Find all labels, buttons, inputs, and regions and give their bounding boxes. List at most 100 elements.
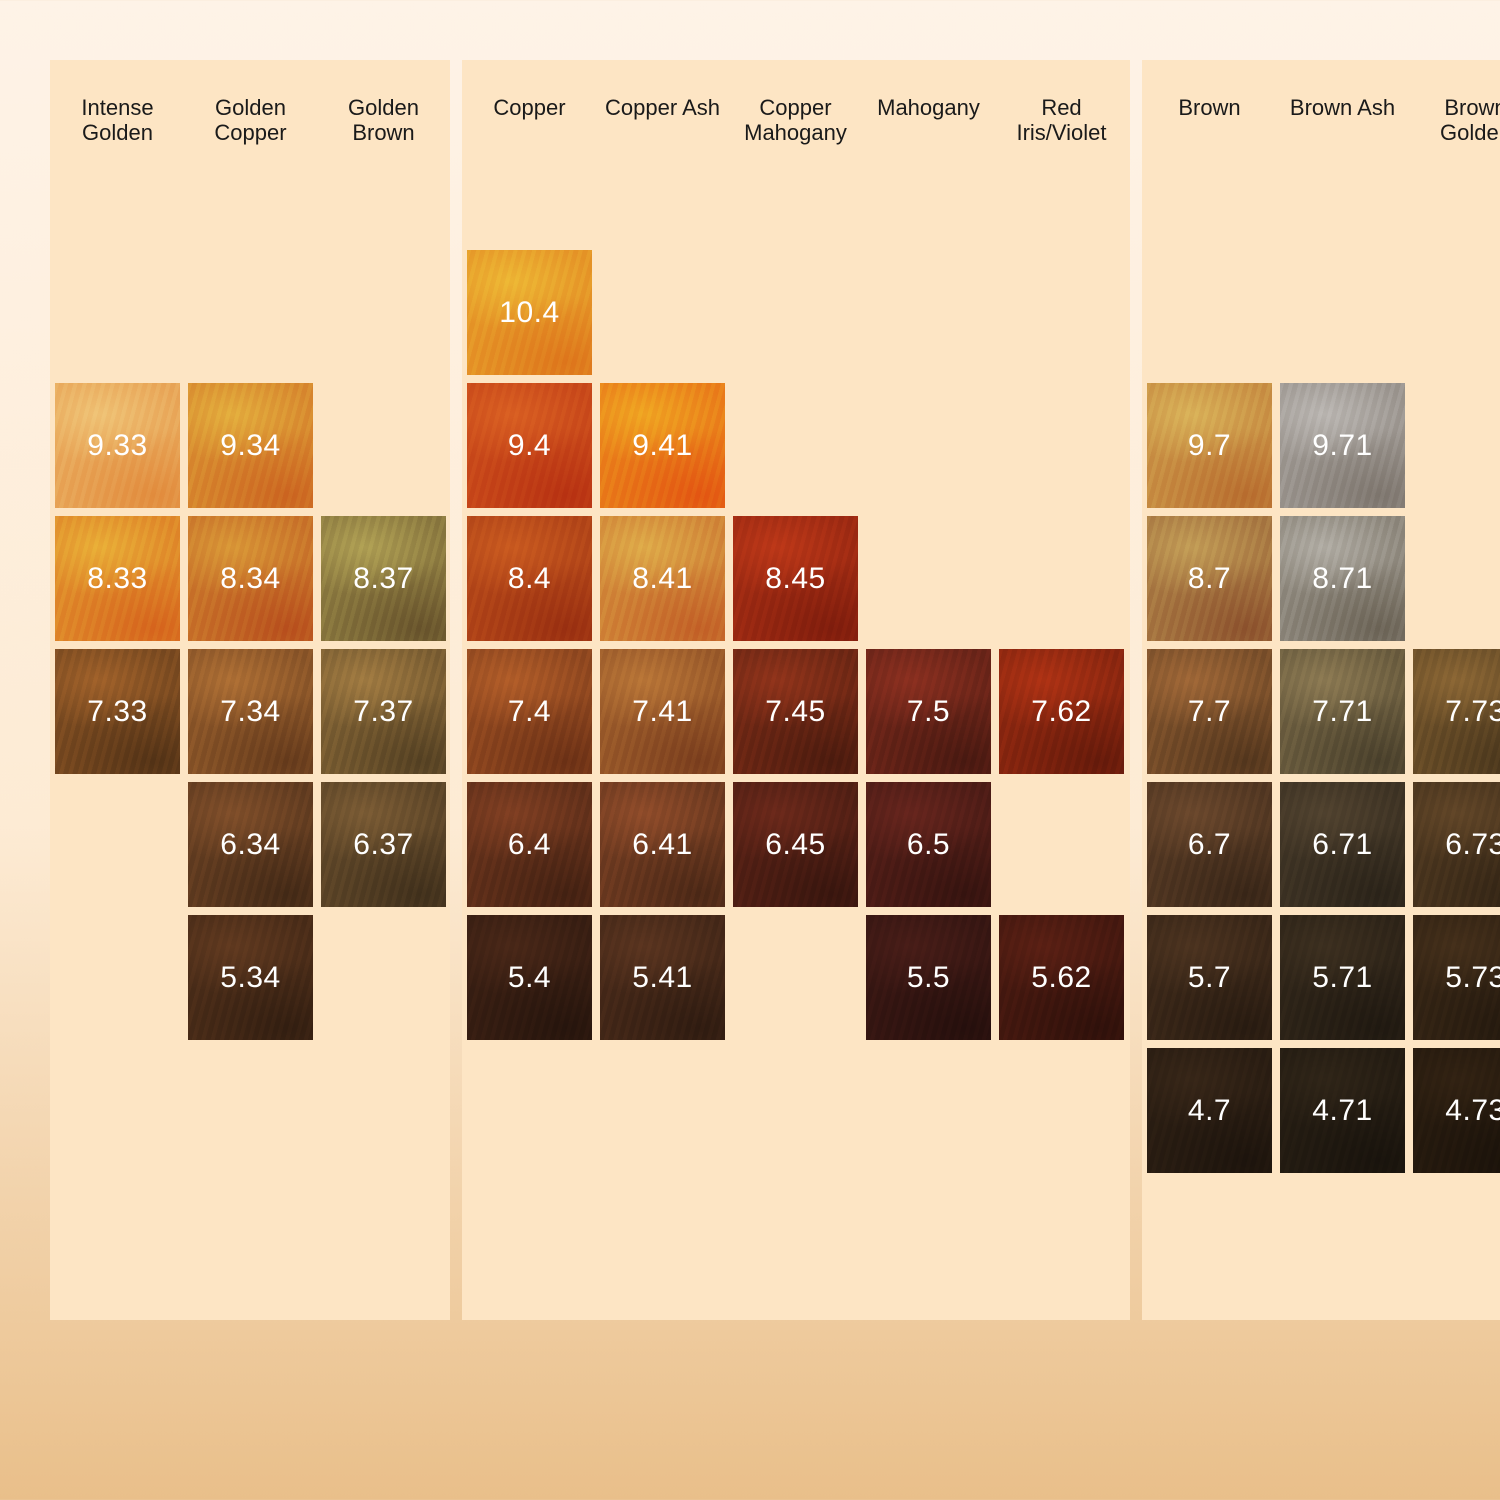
swatch-label: 7.7 [1188,695,1231,729]
swatch-7-5: 7.5 [866,649,991,774]
swatch-label: 5.62 [1031,961,1091,995]
swatch-4-73: 4.73 [1413,1048,1500,1173]
swatch-label: 6.4 [508,828,551,862]
swatch-label: 10.4 [499,296,559,330]
swatch-label: 5.7 [1188,961,1231,995]
swatch-label: 7.34 [220,695,280,729]
swatch-label: 6.7 [1188,828,1231,862]
swatch-label: 7.41 [632,695,692,729]
swatch-label: 6.37 [353,828,413,862]
swatch-6-34: 6.34 [188,782,313,907]
swatch-label: 8.45 [765,562,825,596]
swatch-8-34: 8.34 [188,516,313,641]
swatch-label: 5.4 [508,961,551,995]
swatch-5-4: 5.4 [467,915,592,1040]
swatch-label: 9.7 [1188,429,1231,463]
column-header-golden-copper: Golden Copper [188,95,313,146]
swatch-8-4: 8.4 [467,516,592,641]
swatch-8-37: 8.37 [321,516,446,641]
swatch-8-33: 8.33 [55,516,180,641]
swatch-6-4: 6.4 [467,782,592,907]
swatch-8-71: 8.71 [1280,516,1405,641]
swatch-label: 8.7 [1188,562,1231,596]
swatch-label: 8.41 [632,562,692,596]
swatch-6-7: 6.7 [1147,782,1272,907]
swatch-label: 6.5 [907,828,950,862]
swatch-5-5: 5.5 [866,915,991,1040]
swatch-6-71: 6.71 [1280,782,1405,907]
column-header-brown-ash: Brown Ash [1280,95,1405,120]
swatch-4-7: 4.7 [1147,1048,1272,1173]
swatch-5-62: 5.62 [999,915,1124,1040]
swatch-7-33: 7.33 [55,649,180,774]
swatch-label: 9.71 [1312,429,1372,463]
swatch-6-73: 6.73 [1413,782,1500,907]
swatch-label: 7.45 [765,695,825,729]
swatch-8-7: 8.7 [1147,516,1272,641]
swatch-label: 8.33 [87,562,147,596]
swatch-label: 7.73 [1445,695,1500,729]
swatch-6-41: 6.41 [600,782,725,907]
swatch-5-34: 5.34 [188,915,313,1040]
swatch-label: 4.71 [1312,1094,1372,1128]
column-header-red-iris-violet: Red Iris/Violet [999,95,1124,146]
swatch-7-73: 7.73 [1413,649,1500,774]
swatch-5-73: 5.73 [1413,915,1500,1040]
swatch-label: 8.34 [220,562,280,596]
swatch-5-71: 5.71 [1280,915,1405,1040]
swatch-6-37: 6.37 [321,782,446,907]
swatch-label: 6.71 [1312,828,1372,862]
swatch-label: 9.41 [632,429,692,463]
swatch-label: 9.33 [87,429,147,463]
swatch-9-41: 9.41 [600,383,725,508]
swatch-label: 5.71 [1312,961,1372,995]
swatch-label: 6.45 [765,828,825,862]
swatch-label: 5.5 [907,961,950,995]
swatch-8-41: 8.41 [600,516,725,641]
column-header-copper: Copper [467,95,592,120]
swatch-9-7: 9.7 [1147,383,1272,508]
column-header-intense-golden: Intense Golden [55,95,180,146]
swatch-7-37: 7.37 [321,649,446,774]
swatch-label: 5.73 [1445,961,1500,995]
swatch-label: 9.34 [220,429,280,463]
swatch-7-62: 7.62 [999,649,1124,774]
column-header-golden-brown: Golden Brown [321,95,446,146]
swatch-5-41: 5.41 [600,915,725,1040]
swatch-9-33: 9.33 [55,383,180,508]
swatch-label: 7.33 [87,695,147,729]
column-header-copper-ash: Copper Ash [600,95,725,120]
swatch-9-34: 9.34 [188,383,313,508]
swatch-6-45: 6.45 [733,782,858,907]
swatch-9-71: 9.71 [1280,383,1405,508]
swatch-4-71: 4.71 [1280,1048,1405,1173]
swatch-5-7: 5.7 [1147,915,1272,1040]
swatch-label: 5.41 [632,961,692,995]
swatch-7-71: 7.71 [1280,649,1405,774]
swatch-label: 7.62 [1031,695,1091,729]
column-header-mahogany: Mahogany [866,95,991,120]
swatch-label: 4.7 [1188,1094,1231,1128]
swatch-7-7: 7.7 [1147,649,1272,774]
swatch-label: 6.34 [220,828,280,862]
swatch-label: 6.73 [1445,828,1500,862]
swatch-10-4: 10.4 [467,250,592,375]
swatch-7-41: 7.41 [600,649,725,774]
swatch-label: 7.37 [353,695,413,729]
swatch-7-45: 7.45 [733,649,858,774]
column-header-brown: Brown [1147,95,1272,120]
swatch-7-4: 7.4 [467,649,592,774]
swatch-label: 5.34 [220,961,280,995]
swatch-label: 8.71 [1312,562,1372,596]
swatch-label: 9.4 [508,429,551,463]
swatch-label: 6.41 [632,828,692,862]
column-header-copper-mahogany: Copper Mahogany [733,95,858,146]
swatch-8-45: 8.45 [733,516,858,641]
swatch-6-5: 6.5 [866,782,991,907]
swatch-label: 4.73 [1445,1094,1500,1128]
swatch-label: 7.71 [1312,695,1372,729]
swatch-label: 8.37 [353,562,413,596]
swatch-9-4: 9.4 [467,383,592,508]
column-header-brown-golden: Brown Golden [1413,95,1500,146]
swatch-label: 7.5 [907,695,950,729]
